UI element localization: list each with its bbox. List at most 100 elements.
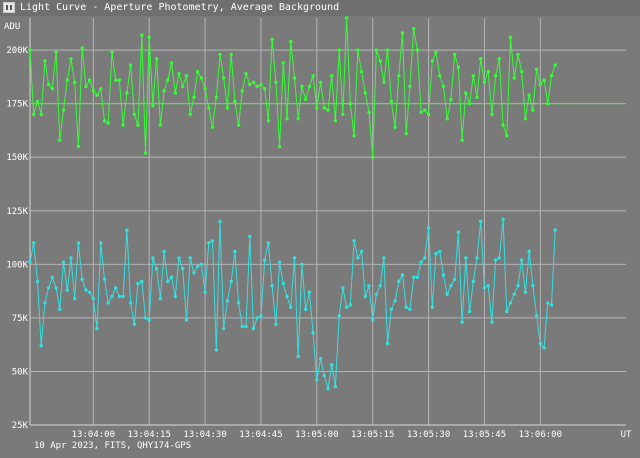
- x-tick-label: 13:04:30: [183, 430, 226, 440]
- data-point: [467, 102, 472, 106]
- data-point: [184, 74, 189, 78]
- x-tick-label: 13:06:00: [519, 430, 562, 440]
- data-point: [549, 74, 554, 78]
- data-point: [87, 290, 92, 294]
- data-point: [374, 292, 379, 296]
- data-point: [158, 296, 163, 301]
- data-point: [61, 260, 66, 264]
- data-point: [382, 256, 386, 260]
- data-point: [102, 119, 107, 123]
- data-point: [538, 82, 542, 87]
- data-point: [419, 110, 423, 115]
- data-point: [367, 284, 371, 288]
- data-point: [423, 108, 427, 112]
- data-point: [363, 91, 367, 95]
- data-point: [467, 309, 472, 314]
- data-point: [307, 84, 312, 89]
- data-point: [449, 284, 453, 288]
- data-point: [292, 76, 297, 80]
- series-line: [29, 17, 556, 158]
- app-icon[interactable]: [3, 2, 15, 13]
- data-point: [445, 117, 449, 121]
- data-point: [415, 275, 420, 279]
- data-point: [214, 95, 218, 100]
- data-point: [501, 123, 505, 127]
- data-point: [43, 301, 47, 305]
- x-tick-label: 13:05:15: [351, 430, 394, 440]
- data-point: [218, 219, 222, 224]
- data-point: [285, 117, 289, 121]
- title-bar: Light Curve - Aperture Photometry, Avera…: [0, 0, 640, 16]
- data-point: [270, 37, 274, 42]
- data-point: [50, 275, 54, 279]
- data-point: [114, 286, 118, 290]
- data-point: [289, 305, 293, 309]
- data-point: [199, 76, 203, 80]
- series-line: [29, 219, 556, 389]
- data-point: [207, 106, 211, 110]
- data-point: [151, 104, 155, 108]
- data-point: [538, 341, 542, 346]
- data-point: [397, 279, 401, 284]
- data-point: [531, 108, 535, 112]
- data-point: [527, 249, 531, 254]
- data-point: [277, 260, 282, 264]
- data-point: [546, 301, 550, 305]
- data-point: [430, 59, 434, 63]
- data-point: [493, 258, 498, 262]
- data-point: [441, 273, 446, 277]
- data-point: [73, 296, 77, 301]
- data-point: [225, 106, 230, 110]
- data-point: [43, 59, 47, 63]
- x-tick-label: 13:04:00: [72, 430, 115, 440]
- data-point: [54, 50, 58, 54]
- data-point: [415, 48, 420, 52]
- data-point: [479, 57, 483, 61]
- y-tick-label: 50K: [12, 367, 29, 377]
- data-point: [318, 356, 323, 361]
- series-layer: [28, 16, 626, 391]
- x-tick-label: 13:04:45: [239, 430, 282, 440]
- data-point: [292, 256, 297, 260]
- data-point: [460, 320, 464, 324]
- data-point: [114, 78, 118, 82]
- data-point: [475, 256, 479, 260]
- data-point: [523, 117, 528, 121]
- data-point: [32, 112, 36, 117]
- y-tick-label: 175K: [6, 100, 28, 110]
- data-point: [199, 262, 203, 266]
- data-point: [534, 67, 539, 72]
- data-point: [203, 290, 207, 294]
- data-point: [76, 241, 81, 245]
- x-tick-label: 13:05:30: [407, 430, 450, 440]
- data-point: [117, 294, 122, 299]
- data-point: [76, 144, 81, 149]
- data-point: [520, 258, 524, 262]
- data-point: [136, 123, 140, 127]
- data-point: [46, 82, 51, 87]
- data-point: [84, 84, 88, 89]
- data-point: [289, 39, 293, 44]
- data-point: [132, 112, 136, 117]
- data-point: [311, 74, 315, 78]
- data-point: [233, 99, 237, 104]
- data-point: [181, 84, 185, 89]
- data-point: [106, 301, 110, 305]
- data-point: [296, 354, 300, 359]
- data-point: [501, 217, 505, 222]
- data-point: [166, 78, 170, 82]
- data-point: [188, 256, 192, 260]
- data-point: [471, 279, 475, 284]
- data-point: [195, 264, 200, 269]
- data-point: [69, 256, 73, 260]
- data-point: [393, 299, 397, 303]
- data-point: [497, 256, 501, 260]
- data-point: [188, 112, 192, 117]
- data-point: [28, 260, 32, 264]
- x-tick-label: 13:05:45: [463, 430, 506, 440]
- data-point: [281, 61, 285, 65]
- y-tick-label: 75K: [12, 314, 29, 324]
- data-point: [110, 50, 114, 54]
- data-point: [419, 260, 423, 264]
- data-point: [531, 284, 535, 288]
